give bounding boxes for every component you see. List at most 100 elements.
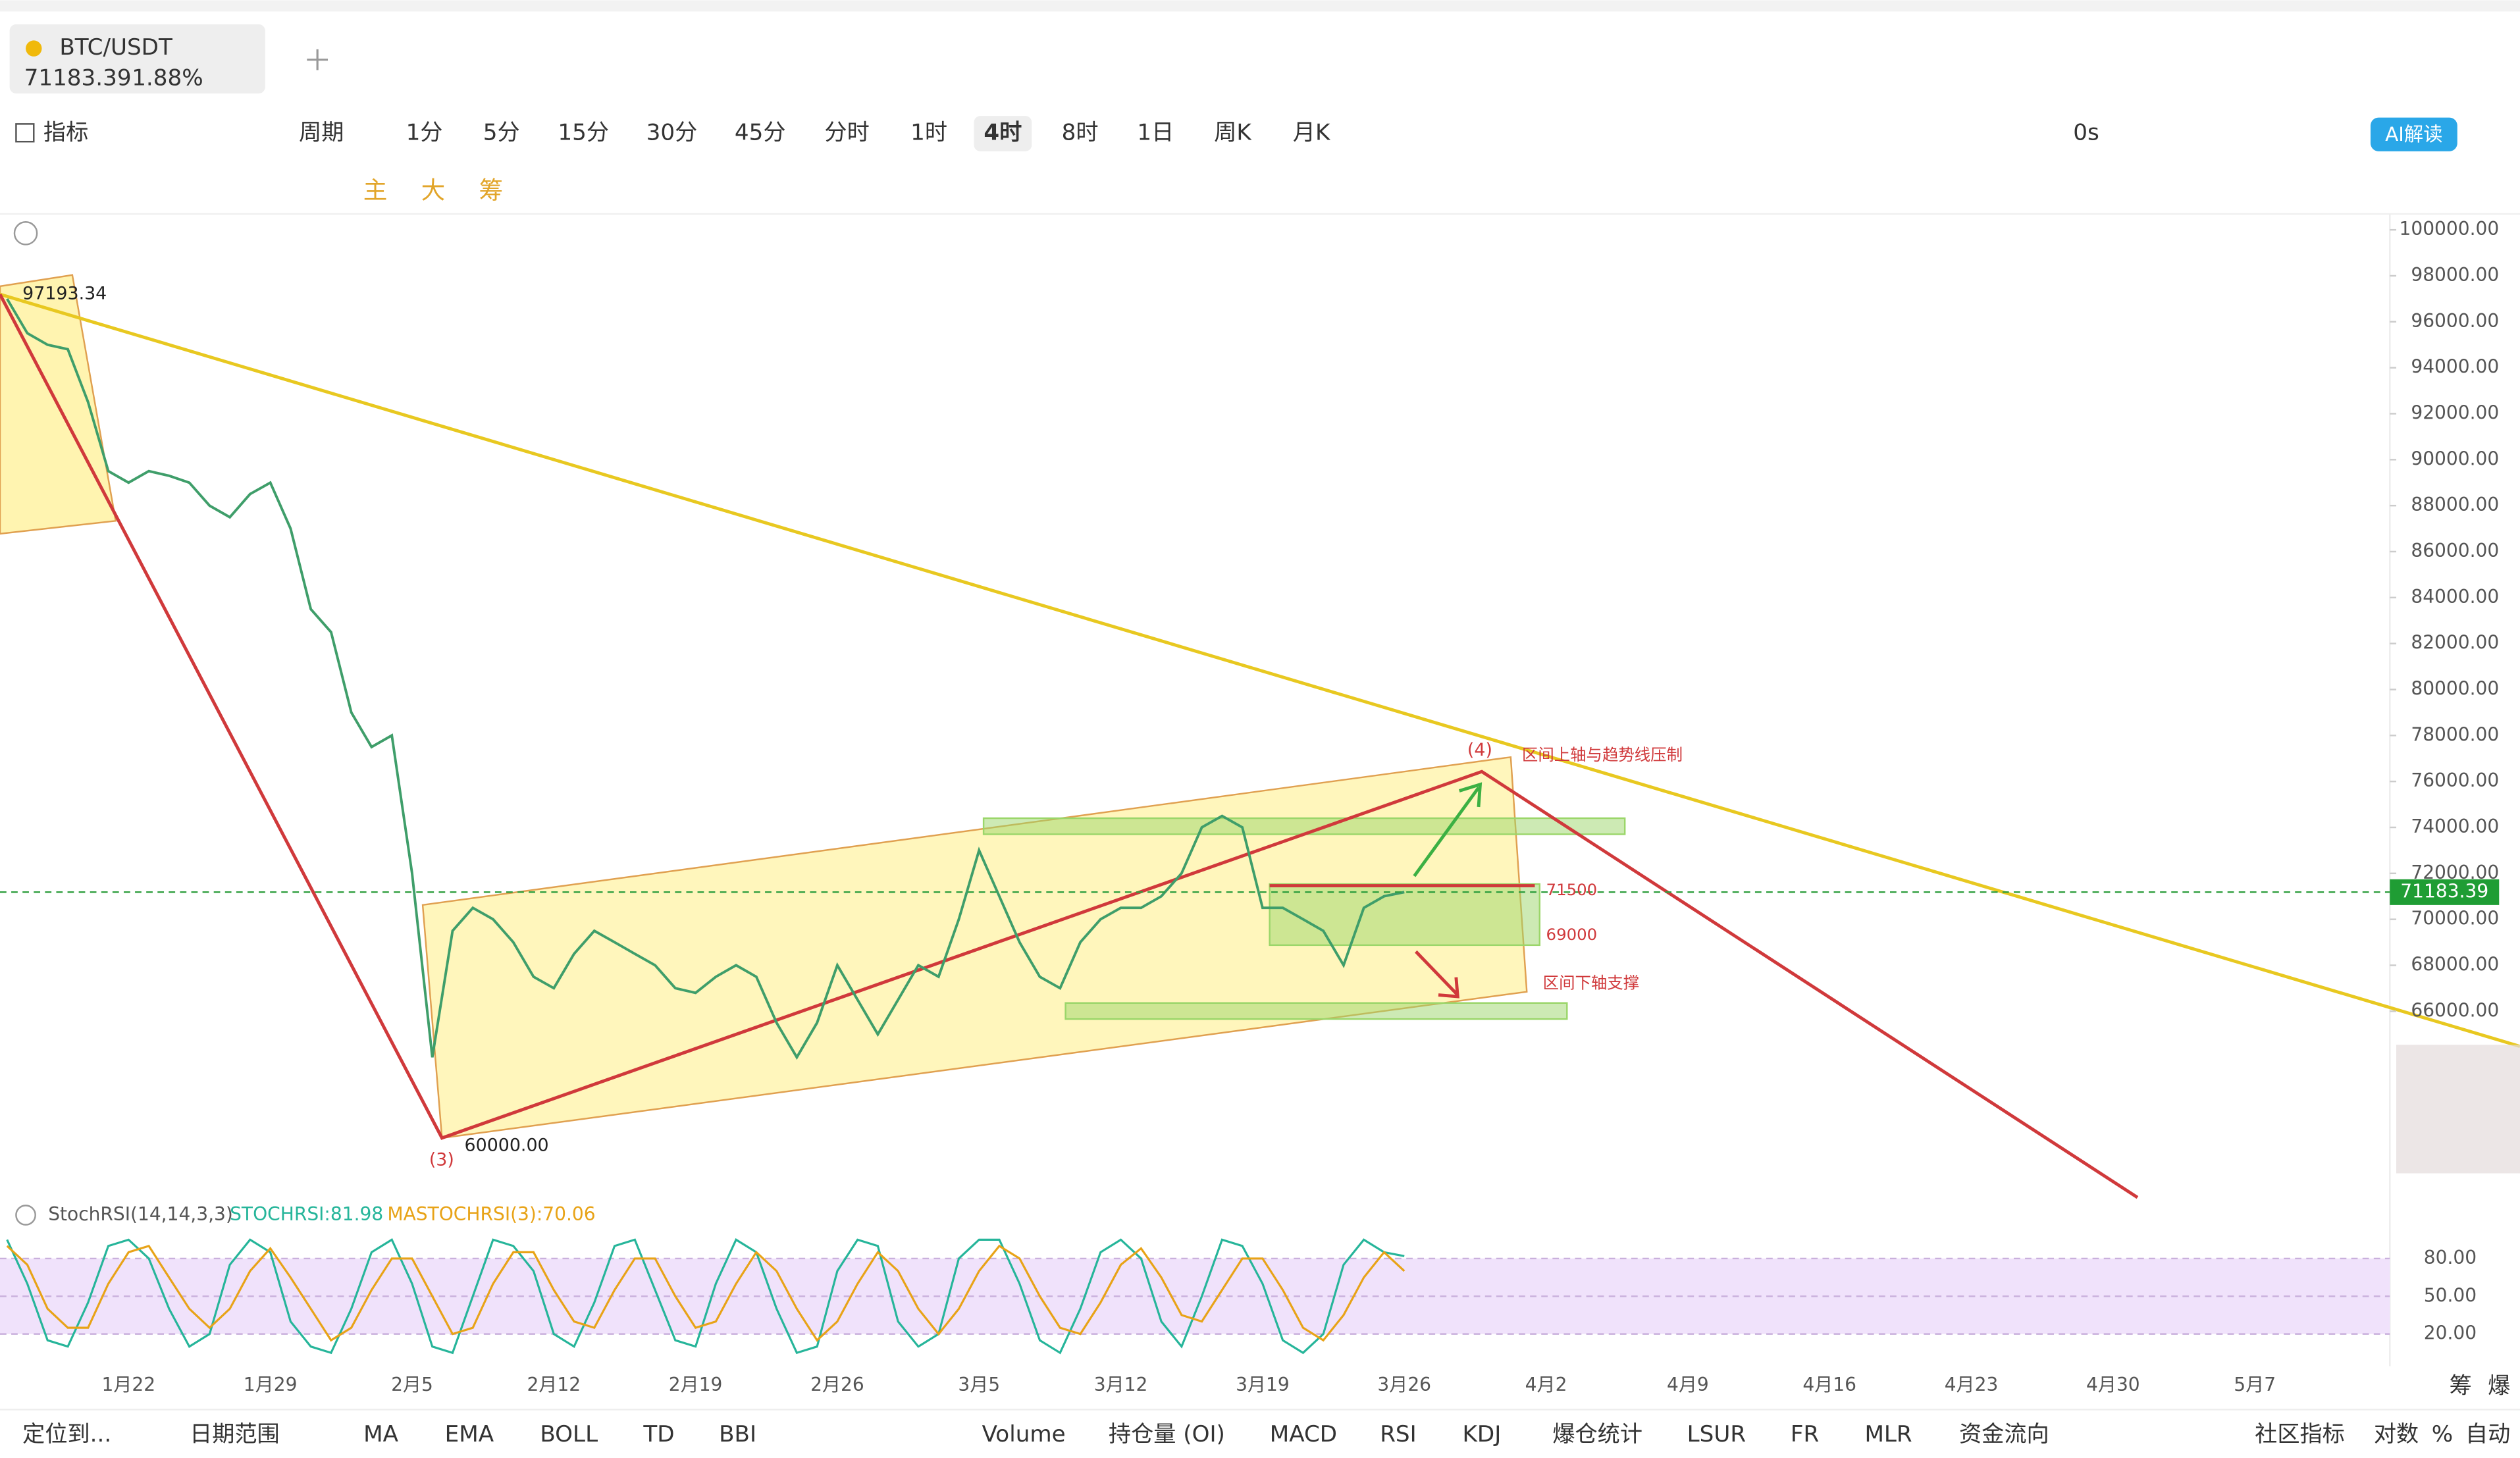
bottom-item[interactable]: 社区指标: [2255, 1421, 2345, 1447]
ai-button[interactable]: AI解读: [2385, 123, 2442, 145]
indicator-label: StochRSI(14,14,3,3): [48, 1203, 233, 1225]
y-tick-label: 100000.00: [2399, 218, 2499, 240]
ai-button-bg[interactable]: [2370, 117, 2457, 151]
bottom-item[interactable]: 持仓量 (OI): [1109, 1421, 1225, 1447]
interval[interactable]: 周K: [1214, 119, 1252, 145]
indicator-icon: [15, 123, 35, 143]
annotation: 区间上轴与趋势线压制: [1522, 745, 1683, 764]
legend-entry: MASTOCHRSI(3):70.06: [387, 1203, 595, 1225]
interval[interactable]: 1分: [406, 119, 443, 145]
trend-line: [0, 292, 2520, 1049]
interval[interactable]: 15分: [558, 119, 609, 145]
indicator-button[interactable]: 指标: [43, 119, 88, 145]
annotation: 69000: [1546, 925, 1598, 944]
y-tick-label: 66000.00: [2411, 999, 2499, 1021]
price-line: [6, 298, 1405, 1060]
period-button[interactable]: 周期: [299, 119, 344, 145]
bottom-item[interactable]: RSI: [1380, 1421, 1417, 1447]
tool-chip[interactable]: 筹: [479, 176, 504, 204]
y-tick-label: 74000.00: [2411, 816, 2499, 837]
x-tick-label: 3月5: [958, 1374, 1000, 1395]
active-interval-bg: [974, 116, 1032, 151]
bottom-item[interactable]: BBI: [719, 1421, 756, 1447]
x-tick-label: 4月23: [1945, 1374, 1999, 1395]
side-label: 爆: [2488, 1373, 2510, 1399]
interval[interactable]: 8时: [1062, 119, 1099, 145]
x-tick-label: 4月9: [1667, 1374, 1709, 1395]
interval[interactable]: 4时: [984, 119, 1022, 145]
drawings: [0, 274, 2520, 1199]
bottom-item[interactable]: 爆仓统计: [1552, 1421, 1642, 1447]
bottom-item[interactable]: MLR: [1864, 1421, 1912, 1447]
y-tick-label: 92000.00: [2411, 402, 2499, 423]
bottom-item[interactable]: 对数: [2374, 1421, 2419, 1447]
annotation: 71500: [1546, 880, 1598, 899]
y2-tick-label: 80.00: [2424, 1247, 2477, 1268]
bottom-item[interactable]: MA: [363, 1421, 398, 1447]
change: 1.88%: [132, 65, 203, 91]
bottom-item[interactable]: 自动: [2465, 1421, 2510, 1447]
y-tick-label: 80000.00: [2411, 677, 2499, 699]
y-tick-label: 76000.00: [2411, 769, 2499, 791]
y-tick-label: 78000.00: [2411, 723, 2499, 745]
interval[interactable]: 1日: [1137, 119, 1174, 145]
tool-big[interactable]: 大: [421, 176, 446, 204]
collapse-icon[interactable]: [13, 221, 38, 246]
side-label: 筹: [2450, 1373, 2472, 1399]
y-tick-label: 86000.00: [2411, 540, 2499, 561]
interval[interactable]: 30分: [646, 119, 698, 145]
symbol: BTC/USDT: [59, 34, 172, 61]
bottom-item[interactable]: KDJ: [1463, 1421, 1502, 1447]
x-tick-label: 4月30: [2086, 1374, 2140, 1395]
price: 71183.39: [24, 65, 132, 91]
interval[interactable]: 1时: [910, 119, 947, 145]
y-tick-label: 98000.00: [2411, 264, 2499, 286]
y-tick-label: 90000.00: [2411, 448, 2499, 469]
bottom-item[interactable]: EMA: [445, 1421, 494, 1447]
x-tick-label: 4月16: [1802, 1374, 1856, 1395]
symbol-tab[interactable]: [9, 24, 265, 93]
y-tick-label: 68000.00: [2411, 953, 2499, 975]
current-price-tag: [2390, 879, 2500, 905]
add-tab[interactable]: [307, 49, 328, 70]
y-tick-label: 96000.00: [2411, 310, 2499, 332]
tool-main[interactable]: 主: [363, 176, 388, 204]
bottom-item[interactable]: 资金流向: [1959, 1421, 2049, 1447]
x-tick-label: 1月29: [244, 1374, 298, 1395]
coin-icon: [26, 40, 42, 57]
bottom-item[interactable]: BOLL: [540, 1421, 598, 1447]
zone: [1269, 883, 1541, 947]
x-tick-label: 2月12: [527, 1374, 581, 1395]
bottom-item[interactable]: 定位到...: [22, 1421, 111, 1447]
interval[interactable]: 分时: [824, 119, 869, 145]
collapse-icon[interactable]: [15, 1205, 36, 1226]
arrow-down: [1415, 950, 1459, 999]
bottom-item[interactable]: FR: [1791, 1421, 1819, 1447]
x-tick-label: 1月22: [101, 1374, 155, 1395]
interval[interactable]: 45分: [735, 119, 786, 145]
bottom-item[interactable]: %: [2432, 1421, 2453, 1447]
countdown: 0s: [2073, 119, 2099, 145]
bottom-item[interactable]: LSUR: [1687, 1421, 1746, 1447]
interval[interactable]: 月K: [1293, 119, 1331, 145]
interval[interactable]: 5分: [483, 119, 520, 145]
bottom-item[interactable]: MACD: [1270, 1421, 1337, 1447]
zone: [982, 817, 1626, 835]
bottom-item[interactable]: Volume: [982, 1421, 1066, 1447]
x-tick-label: 2月19: [669, 1374, 723, 1395]
x-tick-label: 4月2: [1525, 1374, 1567, 1395]
x-tick-label: 3月19: [1236, 1374, 1290, 1395]
arrow-up: [1413, 782, 1483, 877]
bottom-item[interactable]: TD: [643, 1421, 674, 1447]
top-strip: [0, 0, 2520, 12]
stoch-line: [6, 1244, 1405, 1342]
y2-tick-label: 20.00: [2424, 1322, 2477, 1344]
annotation: 区间下轴支撑: [1543, 973, 1639, 992]
y-tick-label: 82000.00: [2411, 632, 2499, 654]
bottom-item[interactable]: 日期范围: [190, 1421, 280, 1447]
stoch-line: [6, 1238, 1405, 1355]
zone: [1064, 1002, 1568, 1020]
y-tick-label: 84000.00: [2411, 586, 2499, 608]
x-tick-label: 5月7: [2234, 1374, 2276, 1395]
